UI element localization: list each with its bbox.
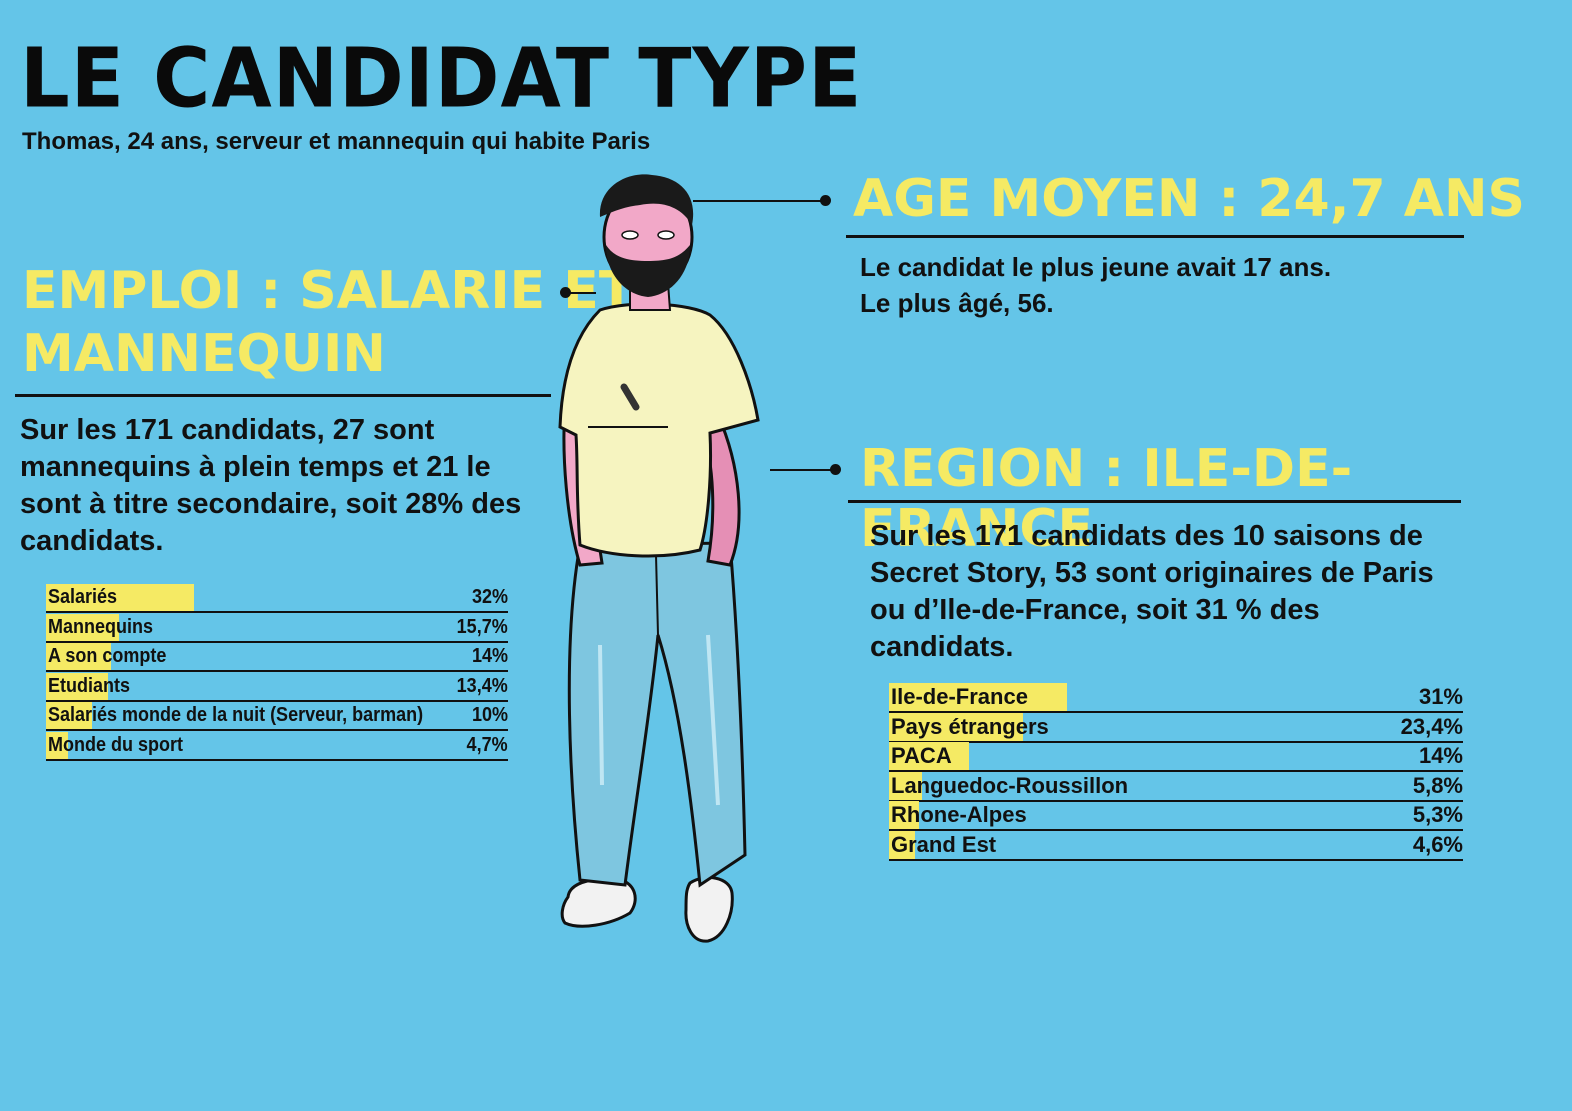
page-title: LE CANDIDAT TYPE: [20, 31, 863, 127]
emploi-bar-table: Salariés 32% Mannequins 15,7% A son compte 14…: [46, 584, 508, 762]
bar-category-label: Salariés: [48, 586, 118, 608]
region-connector-line: [770, 469, 834, 471]
bar: [889, 801, 920, 829]
region-bar-table: Ile-de-France 31% Pays étrangers 23,4% PACA 1…: [889, 683, 1463, 861]
age-rule: [846, 235, 1464, 238]
emploi-connector-dot: [560, 287, 571, 298]
bar-category-label: PACA: [891, 743, 952, 768]
bar: [46, 613, 119, 641]
emploi-heading-line-1: EMPLOI : SALARIE ET: [22, 261, 635, 321]
bar-row: Monde du sport 4,7%: [46, 731, 508, 761]
bar: [889, 742, 970, 770]
age-line-2: Le plus âgé, 56.: [860, 288, 1054, 318]
bar-value-label: 4,6%: [1412, 831, 1463, 857]
bar-value-label: 31%: [1418, 684, 1463, 709]
bar: [889, 683, 1067, 711]
bar-value-label: 15,7%: [456, 615, 508, 638]
bar-row: Salariés monde de la nuit (Serveur, barm…: [46, 702, 508, 731]
bar-value-label: 10%: [471, 704, 508, 726]
bar-row: Salariés 32%: [46, 584, 508, 613]
region-connector-dot: [830, 464, 841, 475]
bar: [46, 731, 68, 759]
bar-value-label: 14%: [1418, 743, 1463, 768]
bar-value-label: 5,3%: [1412, 802, 1463, 827]
bar: [46, 672, 108, 700]
bar-row: Mannequins 15,7%: [46, 613, 508, 643]
bar-category-label: Mannequins: [48, 615, 154, 638]
bar-category-label: Rhone-Alpes: [891, 802, 1027, 827]
bar-category-label: Monde du sport: [48, 733, 183, 756]
region-text: Sur les 171 candidats des 10 saisons de …: [870, 520, 1434, 663]
bar-row: Grand Est 4,6%: [889, 830, 1463, 861]
page-subtitle: Thomas, 24 ans, serveur et mannequin qui…: [22, 128, 651, 155]
region-heading: REGION : ILE-DE-FRANCE: [860, 439, 1353, 559]
bar-row: Ile-de-France 31%: [889, 683, 1463, 713]
bar-value-label: 4,7%: [466, 733, 508, 756]
bar: [46, 643, 111, 670]
bar-row: A son compte 14%: [46, 643, 508, 672]
bar-category-label: Grand Est: [891, 831, 997, 857]
emploi-rule: [15, 394, 551, 397]
emploi-connector-line: [566, 292, 596, 294]
bar-value-label: 13,4%: [456, 674, 508, 697]
bar-value-label: 32%: [471, 586, 508, 608]
bar-category-label: Etudiants: [48, 674, 131, 697]
bar-category-label: Salariés monde de la nuit (Serveur, barm…: [48, 704, 424, 726]
age-line-1: Le candidat le plus jeune avait 17 ans.: [860, 252, 1332, 282]
emploi-heading-line-2: MANNEQUIN: [22, 324, 386, 384]
bar-category-label: Languedoc-Roussillon: [891, 772, 1129, 798]
bar: [46, 702, 93, 729]
age-heading: AGE MOYEN : 24,7 ANS: [853, 169, 1525, 229]
bar-value-label: 14%: [471, 645, 508, 667]
bar-category-label: Ile-de-France: [891, 684, 1028, 709]
bar-category-label: A son compte: [48, 645, 167, 667]
age-connector-line: [693, 200, 825, 202]
bar-row: Etudiants 13,4%: [46, 672, 508, 702]
bar-value-label: 5,8%: [1412, 772, 1463, 798]
age-connector-dot: [820, 195, 831, 206]
emploi-text: Sur les 171 candidats, 27 sont mannequin…: [20, 414, 522, 557]
bar: [889, 712, 1024, 741]
bar-row: Rhone-Alpes 5,3%: [889, 801, 1463, 831]
candidate-illustration: [558, 174, 760, 943]
region-rule: [848, 500, 1461, 503]
bar: [889, 830, 916, 859]
bar-value-label: 23,4%: [1400, 713, 1463, 739]
bar: [889, 771, 923, 800]
bar: [46, 584, 194, 611]
bar-row: Pays étrangers 23,4%: [889, 712, 1463, 743]
bar-row: Languedoc-Roussillon 5,8%: [889, 771, 1463, 802]
bar-category-label: Pays étrangers: [891, 713, 1049, 739]
bar-row: PACA 14%: [889, 742, 1463, 772]
